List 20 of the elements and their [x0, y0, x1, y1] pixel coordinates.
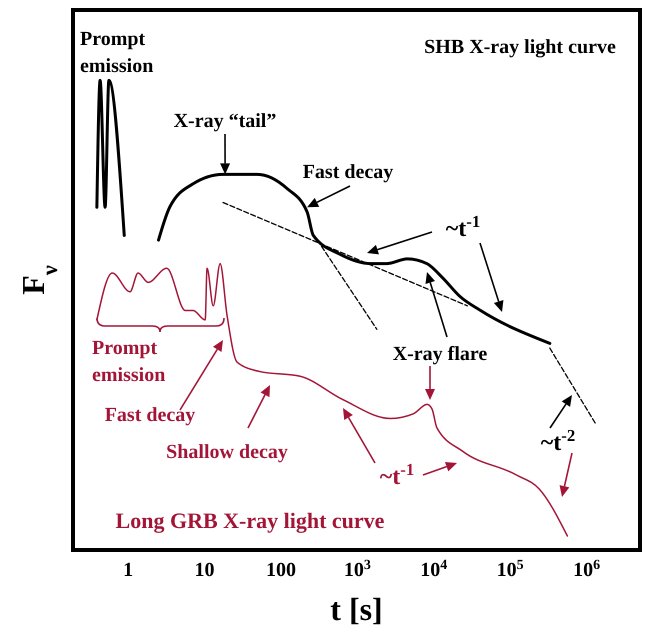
text: Prompt emission: [80, 28, 154, 77]
x-tick-label: 10$^{4}$: [420, 558, 448, 581]
x-axis-title: t [s]: [330, 591, 383, 627]
annotation: Fast decay: [302, 161, 394, 183]
x-tick-label: 1: [123, 559, 134, 581]
text: SHB X-ray light curve: [424, 36, 616, 58]
annotation: X-ray flare: [392, 343, 488, 365]
annotation: ~t$^{-1}$: [446, 212, 480, 242]
x-tick-label: 10$^{6}$: [573, 558, 600, 581]
annotation: Shallow decay: [166, 441, 288, 463]
annotation: ~t$^{-1}$: [380, 460, 414, 490]
annotation: Fast decay: [104, 404, 196, 426]
annotation: X-ray “tail”: [174, 110, 276, 132]
x-tick-label: 100: [266, 559, 296, 581]
annotation: Long GRB X-ray light curve: [116, 508, 385, 533]
x-tick-label: 10$^{3}$: [344, 558, 371, 581]
x-tick-label: 10$^{5}$: [496, 558, 524, 581]
annotation: Prompt emission: [92, 337, 166, 386]
annotation: ~t$^{-2}$: [540, 426, 576, 456]
x-tick-label: 10: [194, 559, 215, 581]
